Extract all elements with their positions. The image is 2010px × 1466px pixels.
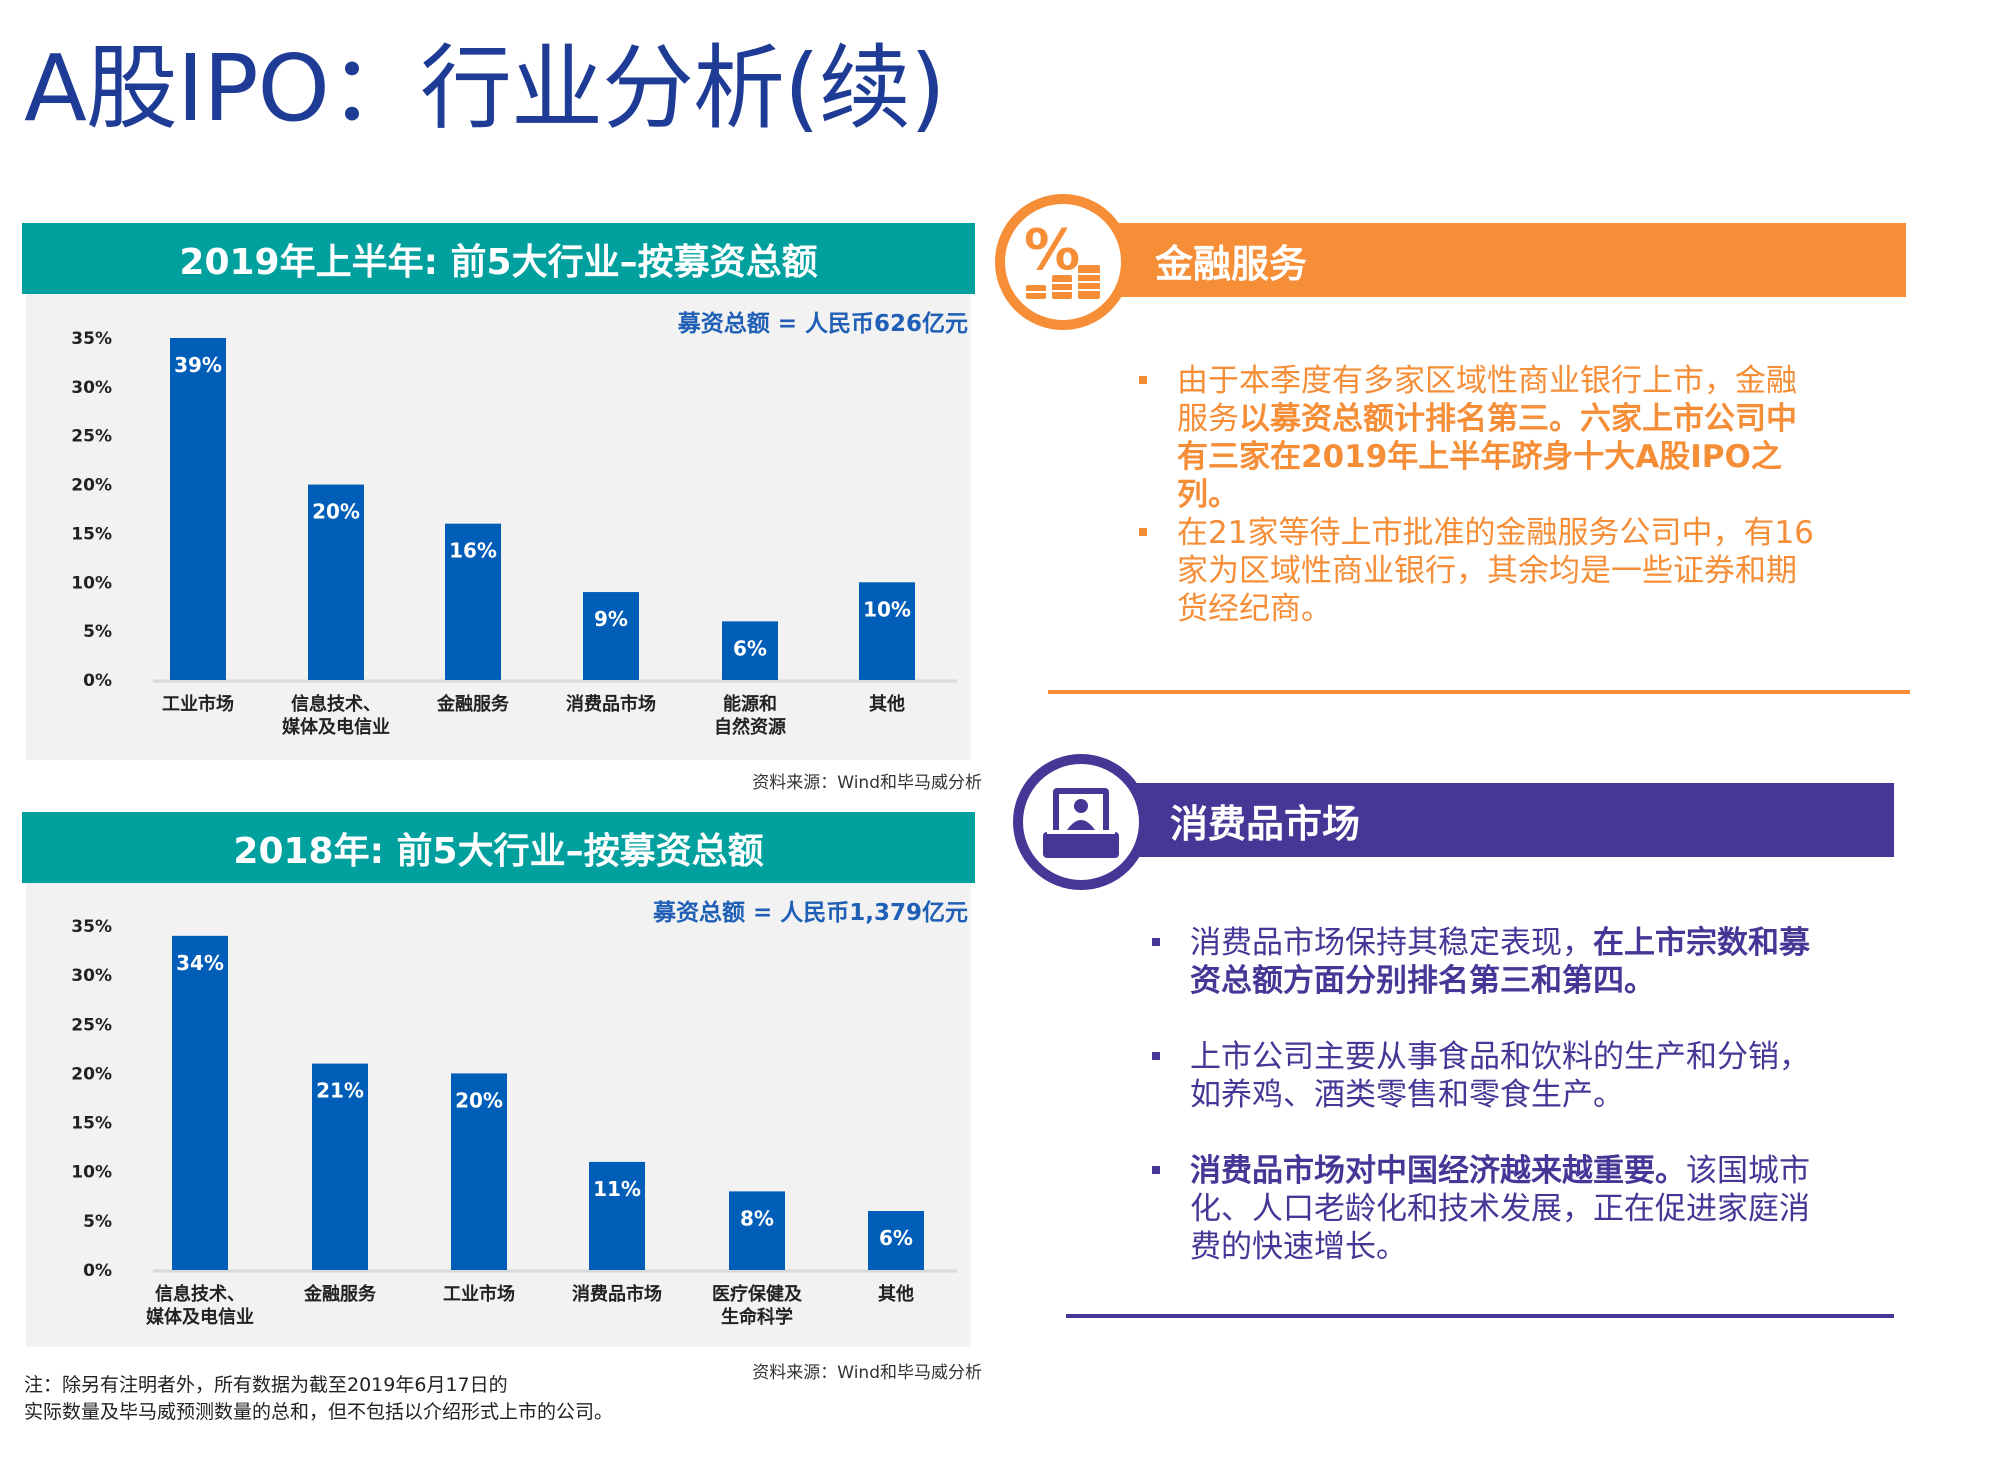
bar (451, 1073, 507, 1270)
y-tick-label: 35% (71, 917, 112, 937)
bar (868, 1211, 924, 1270)
x-category-label: 消费品市场 (572, 1283, 662, 1305)
finance-divider (1048, 690, 1910, 694)
finance-title: 金融服务 (1155, 241, 1308, 286)
finance-bullet-2: 在21家等待上市批准的金融服务公司中，有16家为区域性商业银行，其余均是一些证券… (1139, 514, 1827, 628)
chart1-header: 2019年上半年: 前5大行业–按募资总额 (22, 223, 975, 294)
bar-data-label: 11% (593, 1177, 641, 1201)
bar-data-label: 21% (316, 1079, 364, 1103)
bullet-bold-text: 以募资总额计排名第三。六家上市公司中有三家在2019年上半年跻身十大A股IPO之… (1177, 401, 1797, 513)
x-category-label: 媒体及电信业 (282, 716, 390, 738)
bar-data-label: 6% (879, 1226, 913, 1250)
x-category-label: 消费品市场 (566, 693, 656, 715)
bullet-marker (1152, 1166, 1160, 1174)
bullet-text: 由于本季度有多家区域性商业银行上市，金融服务 (1177, 363, 1797, 437)
bar-data-label: 8% (740, 1206, 774, 1230)
y-tick-label: 25% (71, 427, 112, 447)
y-tick-label: 5% (83, 1212, 112, 1232)
bar (308, 484, 364, 680)
chart2-header: 2018年: 前5大行业–按募资总额 (22, 812, 975, 883)
bar-data-label: 10% (863, 597, 911, 621)
finance-header: 金融服务 (1063, 223, 1906, 297)
bar (859, 582, 915, 680)
consumer-header: 消费品市场 (1080, 783, 1894, 857)
y-tick-label: 20% (71, 1064, 112, 1084)
y-tick-label: 15% (71, 524, 112, 544)
consumer-bullet-3: 消费品市场对中国经济越来越重要。该国城市化、人口老龄化和技术发展，正在促进家庭消… (1152, 1152, 1840, 1266)
bar-data-label: 20% (312, 500, 360, 524)
x-category-label: 能源和 (723, 693, 777, 715)
bullet-text: 上市公司主要从事食品和饮料的生产和分销，如养鸡、酒类零售和零食生产。 (1190, 1039, 1810, 1113)
x-category-label: 医疗保健及 (712, 1283, 803, 1305)
chart1-title: 2019年上半年: 前5大行业–按募资总额 (179, 241, 818, 283)
y-tick-label: 0% (83, 671, 112, 691)
chart1-source: 资料来源：Wind和毕马威分析 (752, 773, 982, 793)
footnote: 注：除另有注明者外，所有数据为截至2019年6月17日的 实际数量及毕马威预测数… (24, 1372, 613, 1426)
bar (589, 1161, 645, 1270)
bar (722, 621, 778, 680)
chart2-source: 资料来源：Wind和毕马威分析 (752, 1363, 982, 1383)
bullet-bold-text: 在上市宗数和募资总额方面分别排名第三和第四。 (1190, 925, 1810, 999)
x-category-label: 媒体及电信业 (146, 1306, 254, 1328)
shopkeeper-counter-icon (1043, 788, 1119, 858)
x-category-label: 工业市场 (443, 1283, 515, 1305)
x-category-label: 自然资源 (714, 716, 786, 738)
x-category-label: 工业市场 (162, 693, 234, 715)
x-category-label: 生命科学 (721, 1306, 793, 1328)
bullet-text: 该国城市化、人口老龄化和技术发展，正在促进家庭消费的快速增长。 (1190, 1153, 1810, 1265)
footnote-line1: 注：除另有注明者外，所有数据为截至2019年6月17日的 (24, 1374, 508, 1396)
consumer-bullet-2: 上市公司主要从事食品和饮料的生产和分销，如养鸡、酒类零售和零食生产。 (1152, 1038, 1840, 1114)
bar-data-label: 9% (594, 607, 628, 631)
y-tick-label: 30% (71, 378, 112, 398)
x-category-label: 信息技术、 (155, 1283, 245, 1305)
y-tick-label: 30% (71, 966, 112, 986)
bullet-marker (1152, 938, 1160, 946)
finance-bullet-1: 由于本季度有多家区域性商业银行上市，金融服务以募资总额计排名第三。六家上市公司中… (1139, 362, 1827, 514)
consumer-icon-circle (1013, 754, 1149, 890)
bullet-text: 消费品市场保持其稳定表现， (1190, 925, 1593, 961)
bullet-text: 在21家等待上市批准的金融服务公司中，有16家为区域性商业银行，其余均是一些证券… (1177, 515, 1814, 627)
consumer-bullet-1: 消费品市场保持其稳定表现，在上市宗数和募资总额方面分别排名第三和第四。 (1152, 924, 1840, 1000)
x-category-label: 信息技术、 (291, 693, 381, 715)
bar (312, 1063, 368, 1270)
y-tick-label: 15% (71, 1114, 112, 1134)
bullet-marker (1152, 1052, 1160, 1060)
finance-icon-circle: % (995, 194, 1131, 330)
consumer-title: 消费品市场 (1170, 801, 1361, 846)
bar (729, 1191, 785, 1270)
chart2-bar-chart: 0% 5% 10% 15% 20% 25% 30% 35% 34% 信息技术、媒体及电信业 21% 金… (71, 917, 957, 1328)
page-title: A股IPO：行业分析(续) (24, 35, 946, 142)
consumer-divider (1066, 1314, 1894, 1318)
y-tick-label: 5% (83, 622, 112, 642)
y-tick-label: 10% (71, 1163, 112, 1183)
x-category-label: 其他 (869, 693, 905, 715)
bar-data-label: 20% (455, 1088, 503, 1112)
bar (170, 338, 226, 680)
x-category-label: 金融服务 (436, 693, 510, 715)
bar-data-label: 39% (174, 353, 222, 377)
svg-text:%: % (1024, 218, 1080, 283)
bullet-marker (1139, 376, 1147, 384)
bar (445, 523, 501, 680)
x-category-label: 其他 (878, 1283, 914, 1305)
chart2-title: 2018年: 前5大行业–按募资总额 (233, 830, 764, 872)
y-tick-label: 25% (71, 1015, 112, 1035)
footnote-line2: 实际数量及毕马威预测数量的总和，但不包括以介绍形式上市的公司。 (24, 1401, 614, 1423)
y-tick-label: 10% (71, 573, 112, 593)
bar-data-label: 34% (176, 951, 224, 975)
y-tick-label: 35% (71, 329, 112, 349)
chart1-total: 募资总额 = 人民币626亿元 (677, 311, 968, 337)
chart1-bar-chart: 0% 5% 10% 15% 20% 25% 30% 35% 39% 工业市场 20% 信息技术、媒体及… (71, 329, 957, 738)
bar (583, 592, 639, 680)
y-tick-label: 20% (71, 476, 112, 496)
y-tick-label: 0% (83, 1261, 112, 1281)
bar (172, 935, 228, 1270)
percent-coins-icon: % (1024, 218, 1100, 299)
bullet-marker (1139, 528, 1147, 536)
chart2-total: 募资总额 = 人民币1,379亿元 (652, 900, 968, 926)
x-category-label: 金融服务 (303, 1283, 377, 1305)
bar-data-label: 6% (733, 636, 767, 660)
bullet-bold-text: 消费品市场对中国经济越来越重要。 (1190, 1153, 1686, 1189)
bar-data-label: 16% (449, 539, 497, 563)
